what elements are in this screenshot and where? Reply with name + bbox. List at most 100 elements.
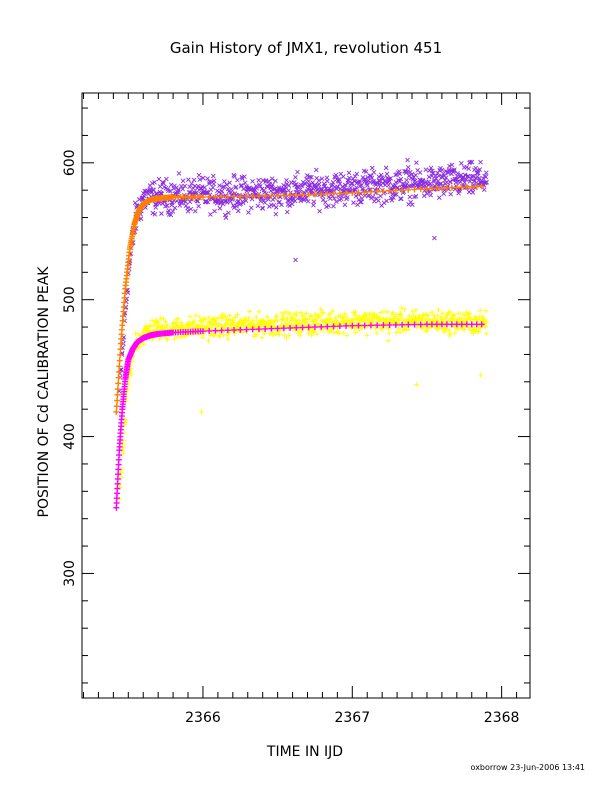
data-point [358,199,364,205]
data-point [165,186,170,192]
data-point [204,190,210,196]
data-point [400,181,405,187]
data-point [232,174,237,179]
data-point [222,198,228,204]
data-point [444,180,449,185]
footer-stamp: oxborrow 23-Jun-2006 13:41 [471,763,585,772]
data-point [357,178,362,184]
data-point [363,169,369,174]
data-point [154,191,160,197]
data-point [436,173,442,179]
data-point [189,181,194,186]
data-point [263,179,268,185]
data-point [369,165,375,171]
data-point [348,185,353,191]
data-point [211,178,217,184]
data-point [311,202,316,208]
data-point [335,184,340,190]
data-point [396,169,402,174]
y-tick-label: 400 [62,423,78,450]
data-point [427,181,433,187]
data-point [255,203,261,209]
data-point [234,203,239,209]
x-tick-label: 2366 [185,710,221,726]
data-point [210,185,216,190]
data-point [470,190,476,195]
data-point [322,200,328,205]
data-point [371,178,376,184]
data-point [205,199,211,205]
data-point [477,175,482,181]
data-point [271,186,277,192]
data-point [296,190,302,196]
data-point [210,196,215,202]
data-point [451,168,457,174]
data-point [411,183,416,189]
data-point [166,188,171,194]
data-point [268,188,274,194]
data-point [359,183,364,188]
data-point [264,183,270,189]
data-point [389,198,395,203]
data-point [226,210,231,216]
data-point [431,179,437,184]
data-point [199,184,205,189]
data-point [222,179,227,184]
data-point [262,190,267,195]
data-point [286,188,291,193]
data-point [371,169,377,175]
data-point [353,193,359,199]
data-point [319,187,324,193]
data-point [356,180,362,185]
data-point [273,178,278,184]
data-point [249,205,254,211]
data-point [246,210,251,215]
data-point [334,176,340,182]
data-point [282,186,287,192]
data-point [414,160,419,165]
data-point [468,159,473,165]
data-point [143,205,148,210]
plot-frame [81,92,531,699]
data-point [313,167,319,173]
data-point [323,186,329,192]
data-point [185,208,191,214]
data-point [309,174,314,180]
data-point [284,177,289,183]
data-point [217,183,222,188]
y-axis-label: POSITION OF Cd CALIBRATION PEAK [36,266,52,518]
data-point [478,159,483,165]
series-1-fit-line [113,183,485,415]
data-point [384,198,389,204]
data-point [354,185,359,190]
data-point [378,172,384,178]
data-point [473,165,478,171]
data-point [172,205,178,211]
data-point [410,202,415,208]
data-point [221,184,227,190]
data-point [293,182,299,187]
data-point [319,176,325,182]
data-point [331,196,337,201]
data-point [141,191,146,196]
y-tick-label: 500 [62,286,78,313]
data-point [256,177,261,183]
data-point [239,182,244,188]
data-point [284,209,290,215]
data-point [413,194,419,199]
data-point [398,196,403,202]
data-point [421,193,427,199]
data-point [358,199,363,205]
data-point [384,171,390,177]
data-point [376,174,382,179]
data-point [472,178,478,184]
data-point [193,208,198,214]
data-point [151,187,156,193]
data-point [119,367,124,373]
data-point [208,212,213,217]
data-point [202,185,208,190]
data-point [364,181,369,186]
data-point [251,187,256,193]
data-point [159,191,165,197]
data-point [156,176,162,182]
